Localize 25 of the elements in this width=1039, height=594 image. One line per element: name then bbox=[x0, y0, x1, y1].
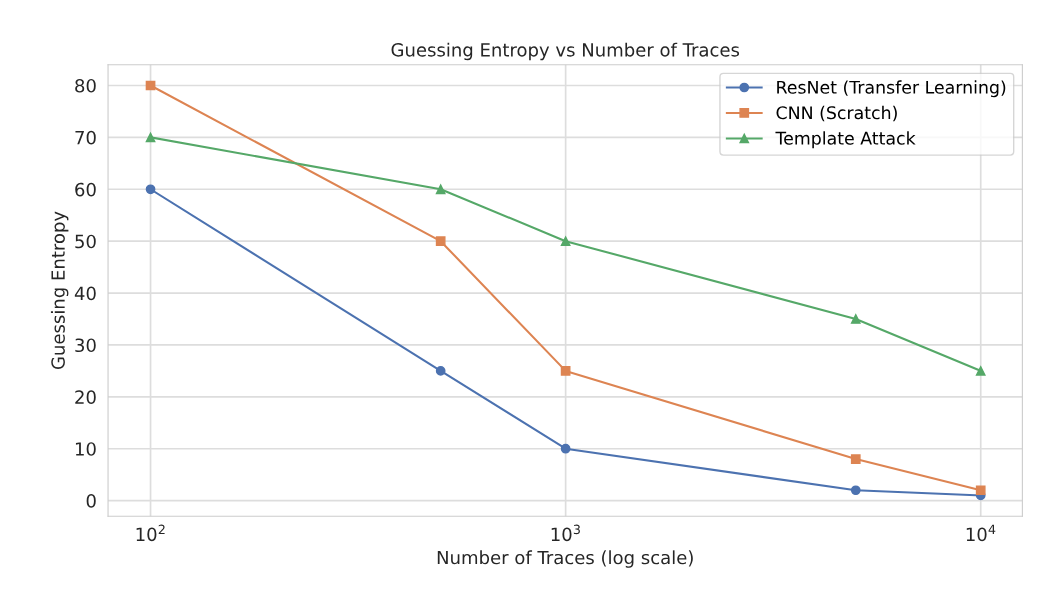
y-tick-label: 40 bbox=[74, 286, 96, 301]
point bbox=[560, 236, 571, 247]
y-tick-label: 20 bbox=[75, 390, 96, 404]
legend-label: Template Attack bbox=[775, 131, 916, 149]
y-axis-title: Guessing Entropy bbox=[50, 211, 69, 370]
point bbox=[145, 132, 156, 143]
chart-title: Guessing Entropy vs Number of Traces bbox=[391, 42, 740, 61]
point bbox=[560, 443, 571, 454]
x-tick-label: 10$^{4}$ bbox=[966, 524, 996, 542]
y-tick-label: 0 bbox=[86, 494, 96, 508]
x-axis-title: Number of Traces (log scale) bbox=[437, 550, 693, 568]
y-tick-label: 80 bbox=[75, 78, 96, 93]
point bbox=[560, 366, 571, 376]
y-tick-label: 30 bbox=[75, 338, 96, 353]
point bbox=[975, 485, 986, 496]
y-tick-label: 10 bbox=[75, 442, 96, 456]
x-tick-label: 10$^{3}$ bbox=[551, 524, 580, 542]
y-tick-label: 60 bbox=[75, 182, 96, 197]
legend-label: CNN (Scratch) bbox=[776, 105, 897, 122]
point bbox=[145, 184, 156, 195]
y-tick-label: 50 bbox=[75, 234, 96, 249]
point bbox=[975, 366, 986, 376]
x-tick-label: 10$^{2}$ bbox=[136, 524, 165, 542]
y-tick-label: 70 bbox=[75, 130, 96, 145]
legend-label: ResNet (Transfer Learning) bbox=[777, 80, 1006, 98]
